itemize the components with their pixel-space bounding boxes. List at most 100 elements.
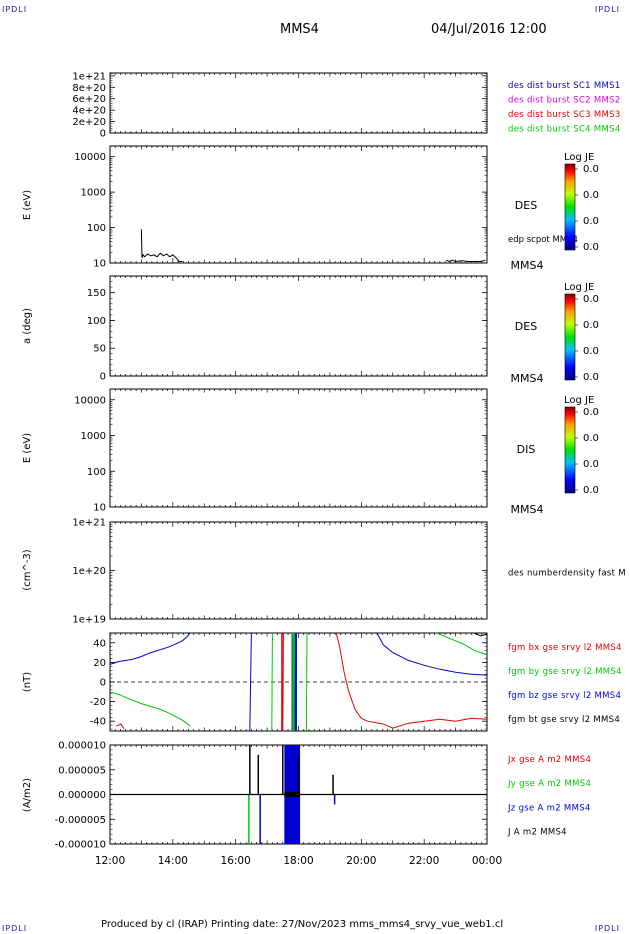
colorbar-tick-3-2: 0.0 [583,459,599,470]
panel6-series-1 [109,691,191,727]
colorbar-tick-1-0: 0.0 [583,164,599,175]
panel6-series-10 [436,632,488,656]
panel4-ytick-3: 10 [93,503,106,514]
panel1-ytick-5: 0 [100,129,106,140]
panel4-spacecraft-label: MMS4 [511,503,544,516]
panel2-scpot-trace-1 [446,259,486,263]
panel2-ytick-0: 10000 [74,152,106,163]
panel6-burst-1 [292,633,295,731]
panel6-series-8 [335,632,488,729]
colorbar-tick-2-2: 0.0 [583,346,599,357]
panel3-ytick-3: 0 [100,372,106,383]
panel5-ytick-1: 1e+20 [72,566,106,577]
panel2-ytick-2: 100 [87,223,106,234]
colorbar-3: Log JE0.00.00.00.0 [564,395,599,496]
panel-frame-1 [109,72,488,134]
panel6-ytick-2: 0 [100,678,106,689]
colorbar-2: Log JE0.00.00.00.0 [564,282,599,383]
panel7-ylabel: (A/m2) [22,778,33,812]
x-tick-label-0: 12:00 [95,855,125,867]
panel4-ytick-1: 1000 [81,431,106,442]
panel2-scpot-trace-0 [140,229,183,262]
panel7-legend-0: Jx gse A m2 MMS4 [507,755,591,765]
panel2-overlay-label: edp scpot MMS4 [508,235,578,245]
panel6-series-0 [109,632,191,665]
panel4-ytick-2: 100 [87,467,106,478]
panel5-ylabel: (cm^-3) [22,549,33,590]
panel-frame-5 [109,521,488,620]
panel6-series-7 [305,632,308,732]
x-tick-label-4: 20:00 [346,855,376,867]
panel7-ytick-3: -0.000005 [55,815,106,826]
colorbar-tick-1-2: 0.0 [583,216,599,227]
colorbar-bar-2 [564,293,576,381]
panel-frame-3 [109,275,488,377]
panel-frame-4 [109,388,488,508]
colorbar-title-3: Log JE [564,395,594,406]
panel1-legend-2: des dist burst SC3 MMS3 [508,110,621,120]
panel2-spacecraft-label: MMS4 [511,259,544,272]
panel6-legend-0: fgm bx gse srvy l2 MMS4 [508,643,622,653]
panel6-ytick-0: 40 [93,638,106,649]
panel1-ytick-0: 1e+21 [72,71,106,82]
panel7-ytick-1: 0.000005 [58,765,106,776]
x-tick-label-1: 14:00 [158,855,188,867]
panel3-spacecraft-label: MMS4 [511,372,544,385]
panel6-legend-1: fgm by gse srvy l2 MMS4 [508,667,622,677]
panel6-ytick-1: 20 [93,658,106,669]
panel3-ytick-0: 150 [87,288,106,299]
colorbar-title-1: Log JE [564,152,594,163]
x-tick-label-3: 18:00 [283,855,313,867]
mission-title: MMS4 [280,22,319,37]
panel6-ytick-4: -40 [90,717,106,728]
colorbar-tick-2-1: 0.0 [583,320,599,331]
colorbar-1: Log JE0.00.00.00.0 [564,152,599,253]
panel1-ytick-4: 2e+20 [72,117,106,128]
panel7-ytick-2: 0.000000 [58,790,106,801]
panel3-ytick-1: 100 [87,316,106,327]
colorbar-tick-3-3: 0.0 [583,485,599,496]
panel3-side-label: DES [515,320,537,333]
panel5-ytick-0: 1e+21 [72,518,106,529]
footer-credit: Produced by cl (IRAP) Printing date: 27/… [101,919,504,930]
plot-datetime: 04/Jul/2016 12:00 [431,22,547,37]
panel6-burst-2 [281,633,283,731]
colorbar-bar-1 [564,163,576,251]
x-tick-label-5: 22:00 [409,855,439,867]
panel1-ytick-2: 6e+20 [72,94,106,105]
panel6-legend-3: fgm bt gse srvy l2 MMS4 [508,715,620,725]
panel7-ytick-4: -0.000010 [55,840,106,851]
footer-corner-right: IPDLI [594,924,620,933]
panel6-series-2 [116,723,125,730]
panel2-ytick-1: 1000 [81,188,106,199]
x-tick-label-6: 00:00 [472,855,502,867]
panel7-legend-1: Jy gse A m2 MMS4 [507,779,591,789]
panel1-ytick-3: 4e+20 [72,106,106,117]
panel1-legend-0: des dist burst SC1 MMS1 [508,81,621,91]
panel-frame-2 [109,145,488,264]
panel6-ylabel: (nT) [22,672,33,692]
panel2-ytick-3: 10 [93,259,106,270]
colorbar-tick-1-3: 0.0 [583,242,599,253]
colorbar-title-2: Log JE [564,282,594,293]
colorbar-tick-3-1: 0.0 [583,433,599,444]
colorbar-tick-1-1: 0.0 [583,190,599,201]
colorbar-tick-2-0: 0.0 [583,294,599,305]
panel2-ylabel: E (eV) [22,190,33,220]
colorbar-bar-3 [564,406,576,494]
panel3-ytick-2: 50 [93,344,106,355]
panel7-legend-2: Jz gse A m2 MMS4 [507,803,591,813]
panel5-ytick-2: 1e+19 [72,615,106,626]
panel7-legend-3: J A m2 MMS4 [507,828,567,838]
corner-logo-right: IPDLI [594,5,620,14]
panel6-series-3 [249,632,252,732]
colorbar-tick-3-0: 0.0 [583,407,599,418]
panel6-series-5 [271,632,273,732]
panel6-series-6 [293,632,295,732]
panel6-series-4 [282,632,284,732]
panel1-legend-3: des dist burst SC4 MMS4 [508,125,621,135]
panel5-legend-0: des numberdensity fast M [508,568,626,578]
panel6-series-11 [474,632,488,637]
panel6-ytick-3: -20 [90,697,106,708]
